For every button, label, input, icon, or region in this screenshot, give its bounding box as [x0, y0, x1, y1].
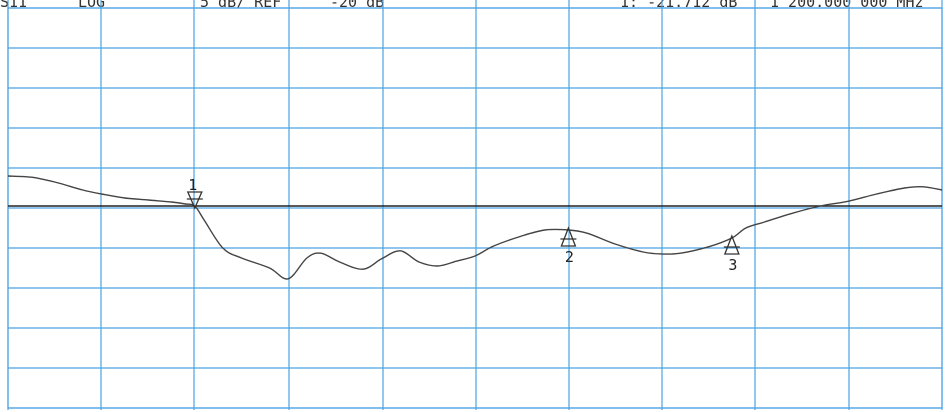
marker-label: 1	[188, 176, 197, 194]
header-item-channel: S11	[0, 0, 28, 11]
grid	[7, 0, 943, 410]
markers: 1 2 3	[186, 176, 740, 274]
header-item-marker-value: 1: -21.712 dB	[620, 0, 738, 11]
marker-triangle	[560, 226, 577, 247]
marker-triangle	[186, 191, 203, 210]
marker-triangle	[723, 234, 740, 255]
marker-1[interactable]: 1	[186, 176, 203, 210]
marker-label: 3	[728, 256, 737, 274]
header-item-ref-level: -20 dB	[330, 0, 385, 11]
marker-2[interactable]: 2	[560, 226, 577, 266]
header-bar: S11 LOG 5 dB/ REF -20 dB 1: -21.712 dB 1…	[0, 0, 948, 11]
header-item-scale: 5 dB/ REF	[200, 0, 282, 11]
grid-frame	[7, 7, 943, 409]
trace-line	[7, 175, 943, 280]
marker-label: 2	[565, 248, 574, 266]
header-item-marker-frequency: 1 200.000 000 MHz	[770, 0, 924, 11]
marker-3[interactable]: 3	[723, 234, 740, 274]
header-item-format: LOG	[78, 0, 106, 11]
